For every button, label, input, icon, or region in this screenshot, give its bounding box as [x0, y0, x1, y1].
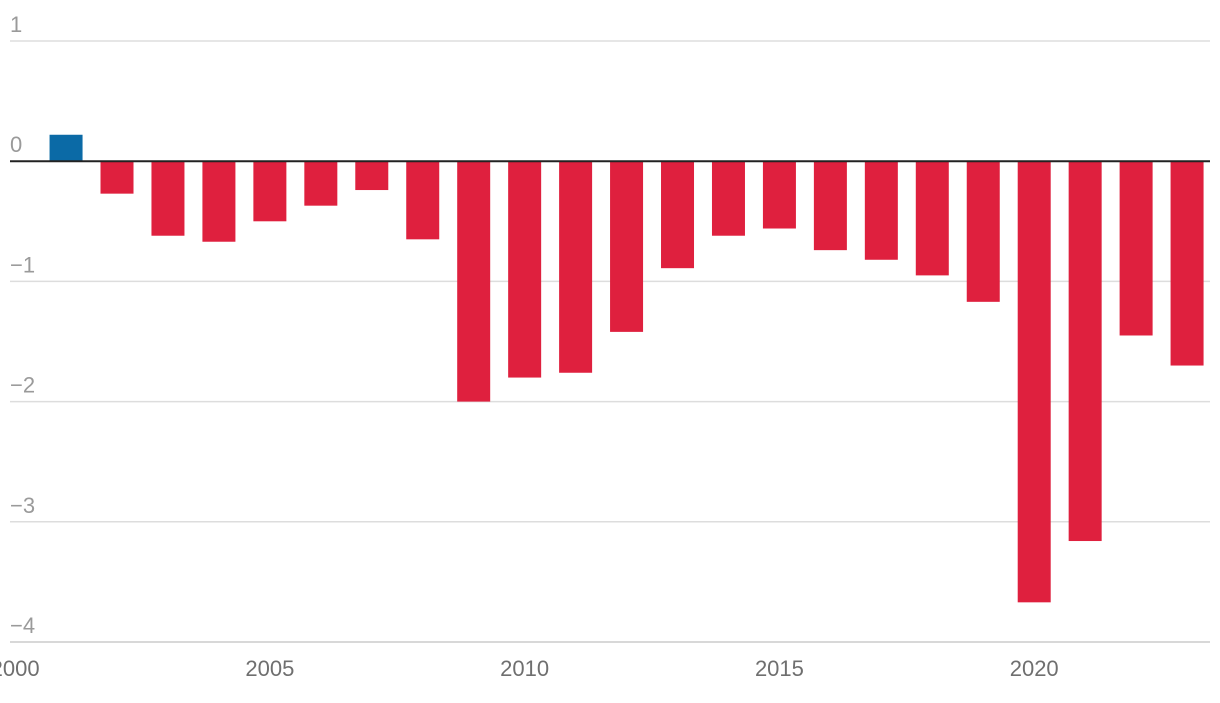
x-tick-label: 2010	[500, 656, 549, 681]
x-axis-ticks: 2000 2005 2010 2015 2020	[0, 656, 1059, 681]
bar-2008	[406, 161, 440, 240]
y-tick-label: −1	[10, 252, 35, 277]
bars	[49, 134, 1204, 603]
bar-2005	[253, 161, 287, 222]
bar-2015	[762, 161, 796, 229]
bar-2010	[508, 161, 542, 378]
bar-2023	[1170, 161, 1204, 366]
bar-2014	[711, 161, 745, 236]
bar-2021	[1068, 161, 1102, 542]
bar-2001	[49, 134, 83, 162]
y-tick-label: 0	[10, 132, 22, 157]
bar-2002	[100, 161, 134, 194]
x-tick-label: 2015	[755, 656, 804, 681]
bar-2017	[864, 161, 898, 260]
x-tick-label: 2005	[245, 656, 294, 681]
bar-2011	[559, 161, 593, 373]
bar-2019	[966, 161, 1000, 302]
bar-2009	[457, 161, 491, 402]
bar-2007	[355, 161, 389, 191]
gridlines	[10, 40, 1210, 643]
y-axis-ticks: 1 0 −1 −2 −3 −4	[10, 12, 35, 638]
x-tick-label: 2020	[1010, 656, 1059, 681]
bar-2003	[151, 161, 185, 236]
bar-2018	[915, 161, 949, 276]
bar-2016	[813, 161, 847, 251]
bar-2013	[661, 161, 695, 269]
y-tick-label: 1	[10, 12, 22, 37]
bar-2006	[304, 161, 338, 206]
y-tick-label: −4	[10, 613, 35, 638]
bar-2012	[610, 161, 644, 332]
x-tick-label: 2000	[0, 656, 40, 681]
y-tick-label: −3	[10, 493, 35, 518]
y-tick-label: −2	[10, 373, 35, 398]
bar-2022	[1119, 161, 1153, 336]
bar-2020	[1017, 161, 1051, 603]
bar-2004	[202, 161, 236, 242]
